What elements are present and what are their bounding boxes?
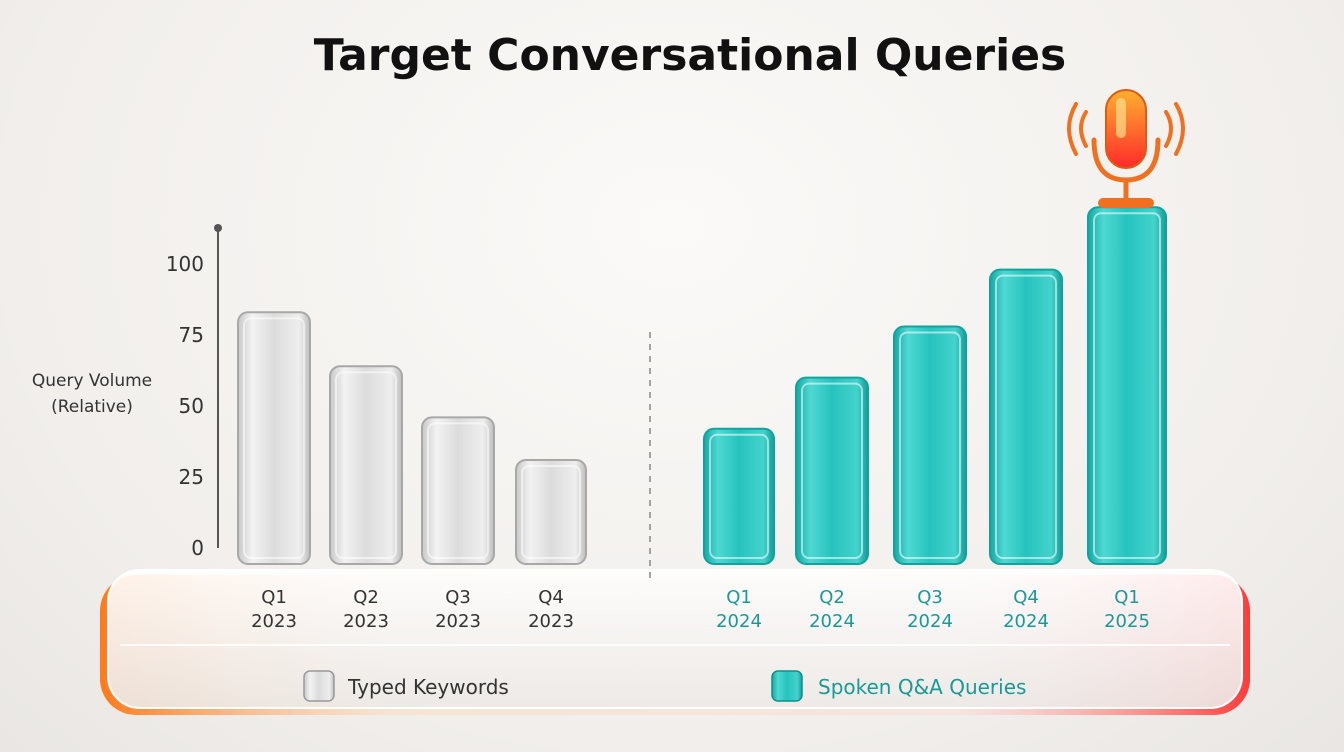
x-tick-year: 2024 (809, 611, 855, 632)
x-tick-quarter: Q2 (353, 587, 379, 608)
x-tick-year: 2023 (251, 611, 297, 632)
x-tick-quarter: Q1 (726, 587, 752, 608)
legend-swatch-spoken-queries (771, 670, 803, 702)
bar-typed-keywords (515, 458, 587, 565)
bar-spoken-queries (795, 376, 869, 565)
x-tick-year: 2024 (907, 611, 953, 632)
x-tick-quarter: Q4 (538, 587, 564, 608)
x-tick-quarter: Q1 (261, 587, 287, 608)
y-axis-cap (214, 224, 222, 232)
chart-title: Target Conversational Queries (314, 30, 1067, 81)
platform-top (107, 569, 1243, 709)
bar-spoken-queries (893, 325, 967, 566)
x-tick-quarter: Q1 (1114, 587, 1140, 608)
y-tick-label: 50 (179, 394, 204, 418)
bar-spoken-queries (989, 268, 1063, 565)
legend-item-spoken-queries: Spoken Q&A Queries (771, 670, 1026, 702)
legend-swatch-typed-keywords (303, 670, 335, 702)
x-tick-quarter: Q2 (819, 587, 845, 608)
legend: Typed Keywords Spoken Q&A Queries (303, 670, 1026, 702)
x-tick-year: 2023 (343, 611, 389, 632)
legend-item-typed-keywords: Typed Keywords (303, 670, 509, 702)
y-axis-label-line2: (Relative) (51, 397, 133, 417)
x-tick-quarter: Q3 (445, 587, 471, 608)
bar-spoken-queries (703, 427, 775, 565)
y-tick-label: 100 (166, 252, 204, 276)
y-tick-label: 75 (179, 323, 204, 347)
y-tick-label: 0 (191, 536, 204, 560)
x-tick-year: 2024 (716, 611, 762, 632)
platform (100, 569, 1250, 715)
x-tick-year: 2023 (435, 611, 481, 632)
bar-typed-keywords (421, 416, 495, 565)
microphone-icon (1067, 89, 1185, 208)
bar-typed-keywords (237, 311, 311, 565)
x-tick-quarter: Q3 (917, 587, 943, 608)
x-tick-quarter: Q4 (1013, 587, 1039, 608)
legend-label-typed-keywords: Typed Keywords (347, 675, 509, 699)
bar-spoken-queries (1087, 206, 1167, 565)
y-axis: 0 25 50 75 100 Query Volume (Relative) (32, 224, 222, 560)
bar-typed-keywords (329, 365, 403, 565)
y-tick-label: 25 (179, 465, 204, 489)
y-axis-label-line1: Query Volume (32, 371, 152, 391)
x-tick-year: 2023 (528, 611, 574, 632)
legend-label-spoken-queries: Spoken Q&A Queries (818, 675, 1026, 699)
x-tick-year: 2024 (1003, 611, 1049, 632)
x-tick-year: 2025 (1104, 611, 1150, 632)
